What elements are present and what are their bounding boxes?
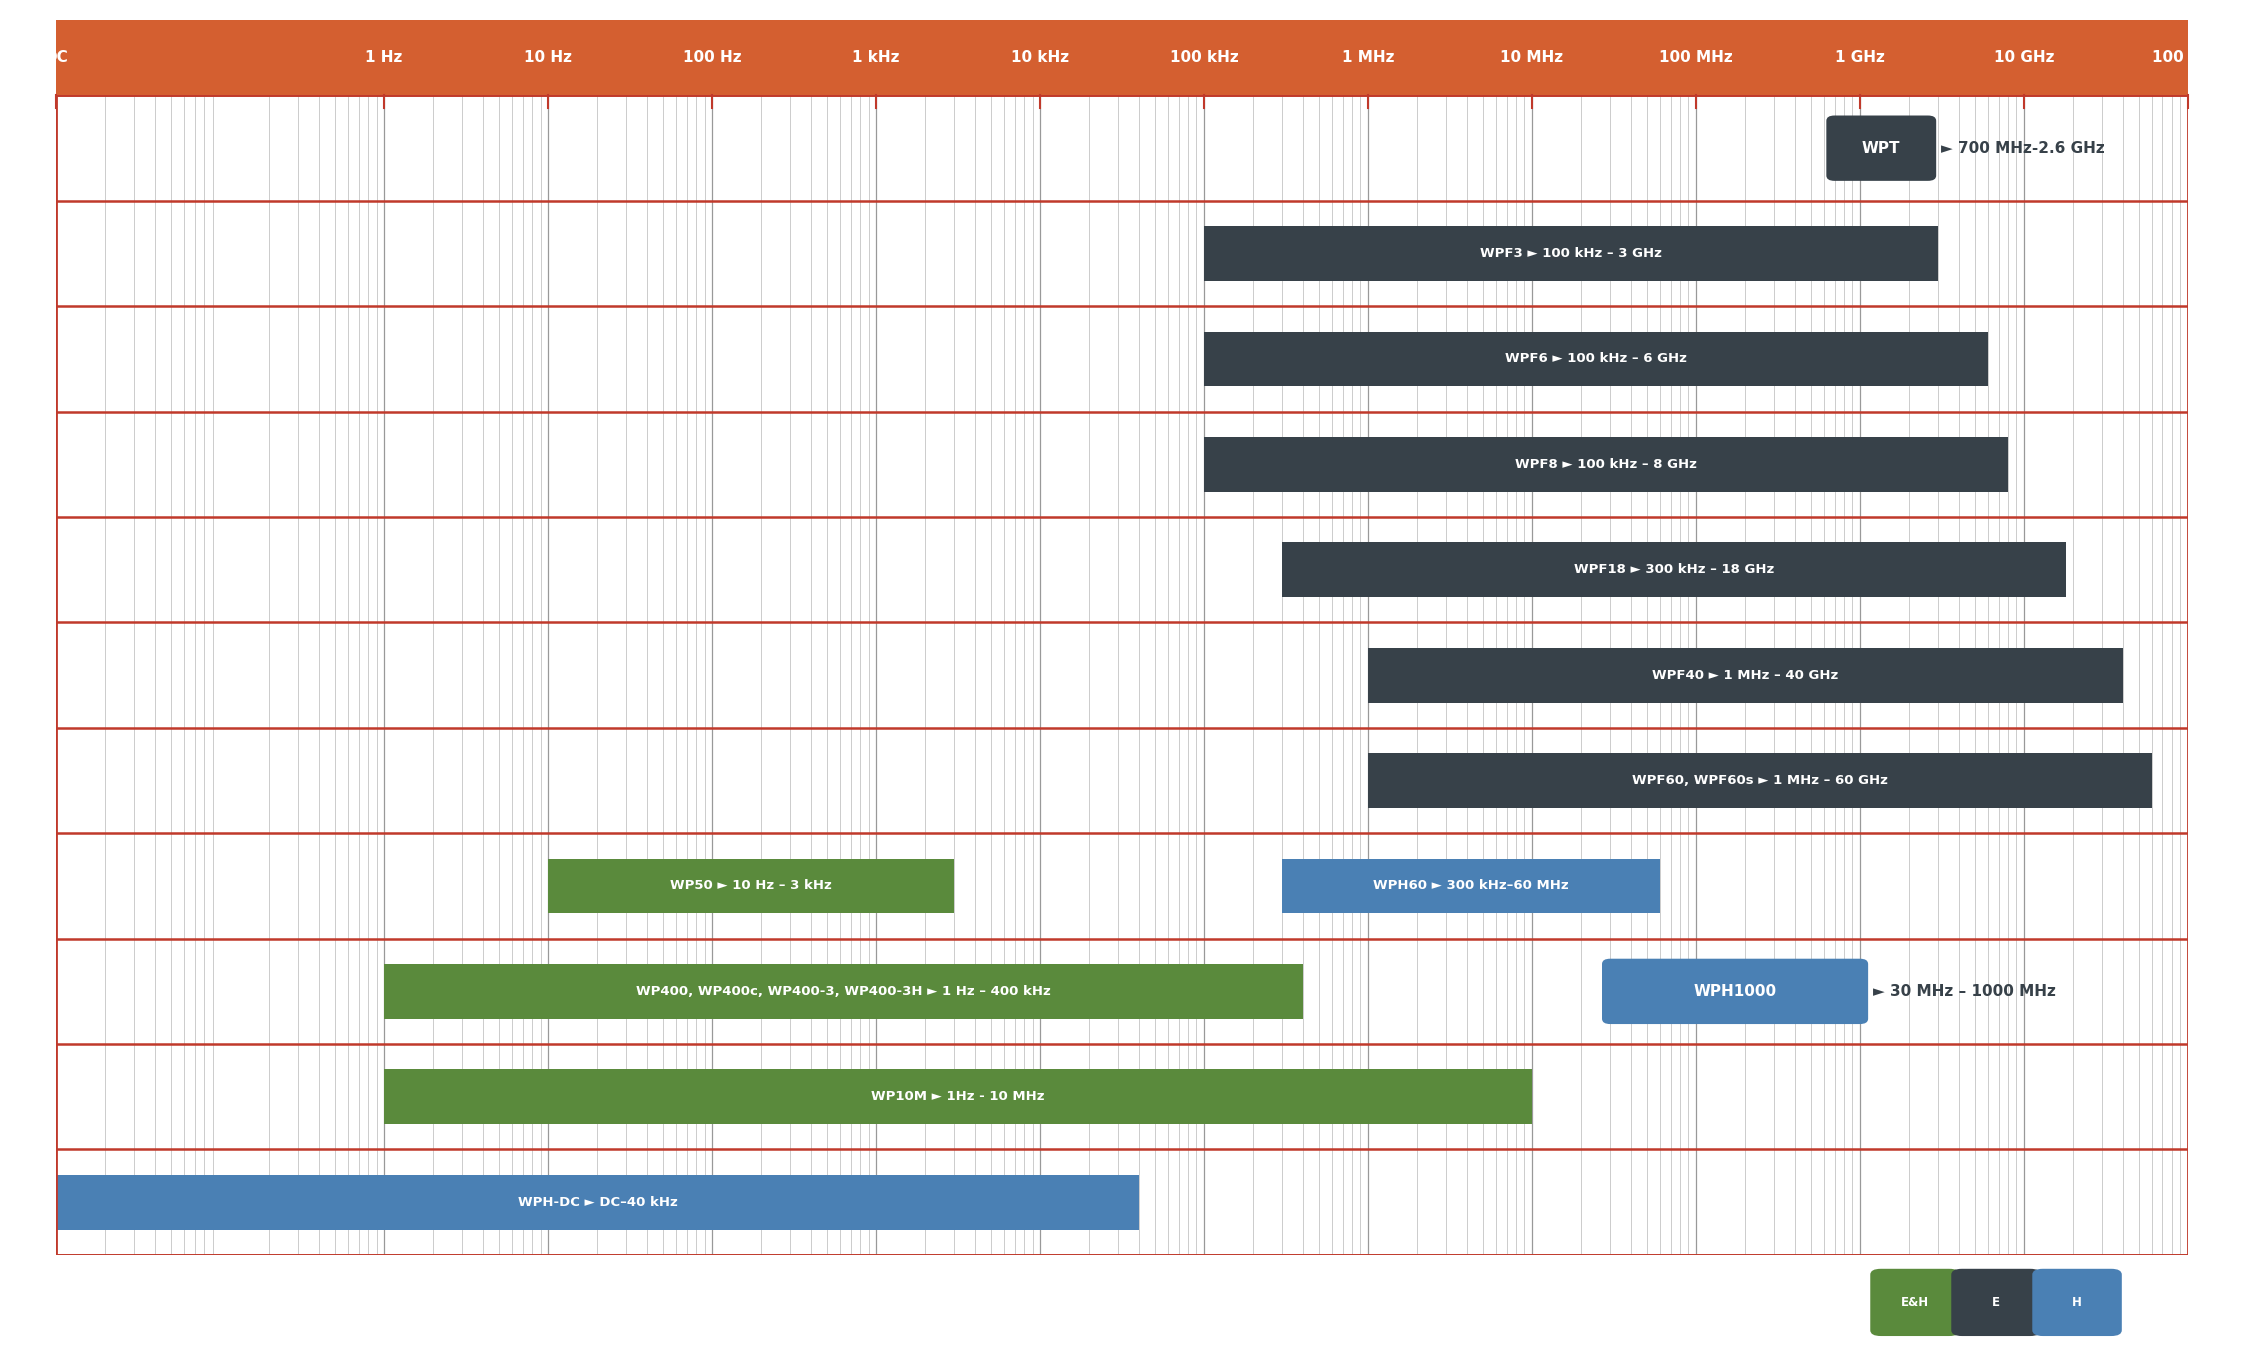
Text: WPF40 ► 1 MHz – 40 GHz: WPF40 ► 1 MHz – 40 GHz — [1652, 668, 1838, 682]
Text: 1 GHz: 1 GHz — [1836, 50, 1885, 65]
Text: WPH1000: WPH1000 — [1694, 983, 1777, 998]
FancyBboxPatch shape — [1869, 1269, 1959, 1337]
Text: WPT: WPT — [1863, 140, 1901, 155]
FancyBboxPatch shape — [56, 19, 2188, 95]
FancyBboxPatch shape — [384, 964, 1304, 1019]
Text: 1 kHz: 1 kHz — [853, 50, 900, 65]
Text: WPF60, WPF60s ► 1 MHz – 60 GHz: WPF60, WPF60s ► 1 MHz – 60 GHz — [1631, 775, 1887, 787]
FancyBboxPatch shape — [1369, 753, 2152, 807]
Text: 1 MHz: 1 MHz — [1342, 50, 1394, 65]
FancyBboxPatch shape — [56, 1174, 1138, 1229]
Text: H: H — [2071, 1296, 2082, 1309]
Text: WPF3 ► 100 kHz – 3 GHz: WPF3 ► 100 kHz – 3 GHz — [1481, 247, 1663, 261]
Text: ► 700 MHz-2.6 GHz: ► 700 MHz-2.6 GHz — [1941, 140, 2105, 155]
Text: WPH-DC ► DC–40 kHz: WPH-DC ► DC–40 kHz — [518, 1196, 678, 1209]
Text: WP50 ► 10 Hz – 3 kHz: WP50 ► 10 Hz – 3 kHz — [671, 880, 833, 892]
Text: WP10M ► 1Hz - 10 MHz: WP10M ► 1Hz - 10 MHz — [871, 1090, 1046, 1103]
Text: E: E — [1993, 1296, 1999, 1309]
Text: 10 kHz: 10 kHz — [1012, 50, 1068, 65]
FancyBboxPatch shape — [1369, 648, 2123, 702]
FancyBboxPatch shape — [1205, 331, 1988, 386]
FancyBboxPatch shape — [1205, 226, 1939, 281]
Text: 100 MHz: 100 MHz — [1658, 50, 1732, 65]
Text: 10 GHz: 10 GHz — [1993, 50, 2053, 65]
Text: WPF6 ► 100 kHz – 6 GHz: WPF6 ► 100 kHz – 6 GHz — [1506, 352, 1687, 366]
FancyBboxPatch shape — [548, 858, 954, 914]
FancyBboxPatch shape — [1952, 1269, 2040, 1337]
Text: DC: DC — [45, 50, 67, 65]
Text: WPH60 ► 300 kHz–60 MHz: WPH60 ► 300 kHz–60 MHz — [1373, 880, 1569, 892]
FancyBboxPatch shape — [2033, 1269, 2123, 1337]
Text: 10 MHz: 10 MHz — [1501, 50, 1564, 65]
Text: 100 Hz: 100 Hz — [682, 50, 741, 65]
Text: 1 Hz: 1 Hz — [366, 50, 402, 65]
FancyBboxPatch shape — [384, 1069, 1533, 1124]
Text: E&H: E&H — [1901, 1296, 1930, 1309]
FancyBboxPatch shape — [1602, 959, 1869, 1024]
Text: 10 Hz: 10 Hz — [525, 50, 572, 65]
FancyBboxPatch shape — [1827, 116, 1937, 181]
FancyBboxPatch shape — [1205, 436, 2008, 492]
FancyBboxPatch shape — [1281, 543, 2067, 597]
Text: 100 GHz: 100 GHz — [2152, 50, 2224, 65]
Text: WPF18 ► 300 kHz – 18 GHz: WPF18 ► 300 kHz – 18 GHz — [1573, 563, 1775, 576]
FancyBboxPatch shape — [1281, 858, 1661, 914]
Text: ► 30 MHz – 1000 MHz: ► 30 MHz – 1000 MHz — [1874, 983, 2056, 998]
Text: WP400, WP400c, WP400-3, WP400-3H ► 1 Hz – 400 kHz: WP400, WP400c, WP400-3, WP400-3H ► 1 Hz … — [635, 985, 1050, 998]
Text: 100 kHz: 100 kHz — [1169, 50, 1239, 65]
Text: WPF8 ► 100 kHz – 8 GHz: WPF8 ► 100 kHz – 8 GHz — [1515, 458, 1696, 471]
